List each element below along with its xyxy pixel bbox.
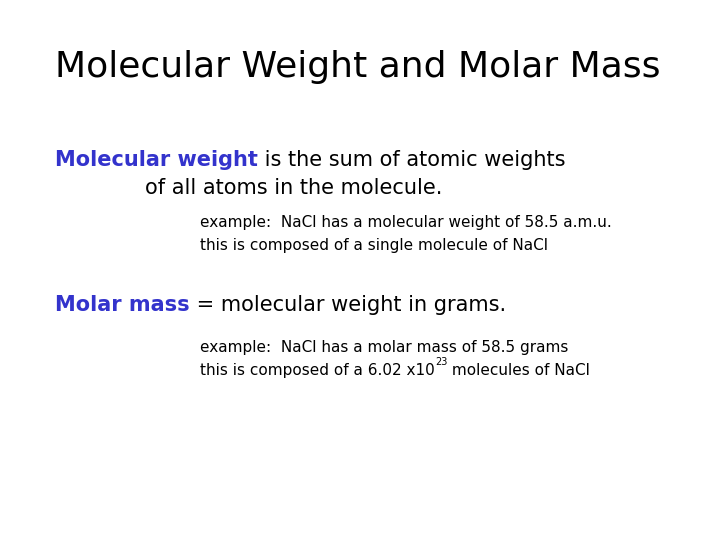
Text: this is composed of a single molecule of NaCl: this is composed of a single molecule of… [200,238,548,253]
Text: Molecular weight: Molecular weight [55,150,258,170]
Text: is the sum of atomic weights: is the sum of atomic weights [258,150,565,170]
Text: Molecular Weight and Molar Mass: Molecular Weight and Molar Mass [55,50,660,84]
Text: of all atoms in the molecule.: of all atoms in the molecule. [145,178,442,198]
Text: example:  NaCl has a molecular weight of 58.5 a.m.u.: example: NaCl has a molecular weight of … [200,215,612,230]
Text: molecules of NaCl: molecules of NaCl [447,363,590,378]
Text: this is composed of a 6.02 x10: this is composed of a 6.02 x10 [200,363,435,378]
Text: example:  NaCl has a molar mass of 58.5 grams: example: NaCl has a molar mass of 58.5 g… [200,340,568,355]
Text: = molecular weight in grams.: = molecular weight in grams. [189,295,505,315]
Text: Molar mass: Molar mass [55,295,189,315]
Text: 23: 23 [435,356,447,367]
